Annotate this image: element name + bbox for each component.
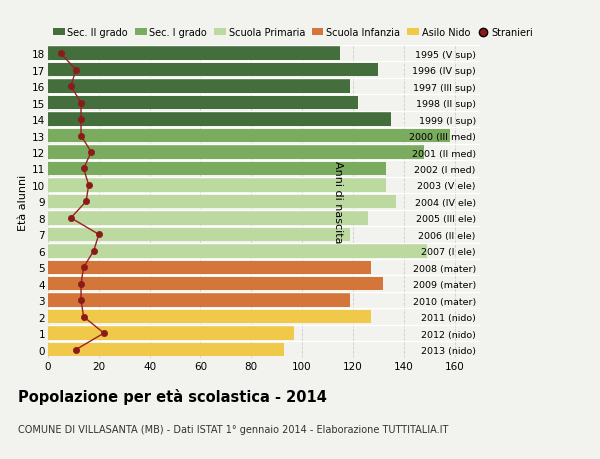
Bar	[48, 343, 284, 357]
Bar	[48, 261, 371, 274]
Bar	[48, 294, 350, 307]
Bar	[48, 97, 358, 110]
Bar	[48, 195, 396, 209]
Bar	[48, 212, 368, 225]
Bar	[48, 179, 386, 192]
Bar	[48, 327, 295, 340]
Bar	[48, 277, 383, 291]
Text: COMUNE DI VILLASANTA (MB) - Dati ISTAT 1° gennaio 2014 - Elaborazione TUTTITALIA: COMUNE DI VILLASANTA (MB) - Dati ISTAT 1…	[18, 425, 448, 435]
Bar	[48, 162, 386, 176]
Text: Popolazione per età scolastica - 2014: Popolazione per età scolastica - 2014	[18, 388, 327, 404]
Y-axis label: Anni di nascita: Anni di nascita	[332, 161, 343, 243]
Legend: Sec. II grado, Sec. I grado, Scuola Primaria, Scuola Infanzia, Asilo Nido, Stran: Sec. II grado, Sec. I grado, Scuola Prim…	[53, 28, 533, 38]
Bar	[48, 80, 350, 94]
Bar	[48, 47, 340, 61]
Y-axis label: Età alunni: Età alunni	[18, 174, 28, 230]
Bar	[48, 310, 371, 324]
Bar	[48, 64, 379, 77]
Bar	[48, 245, 427, 258]
Bar	[48, 113, 391, 127]
Bar	[48, 146, 424, 159]
Bar	[48, 129, 449, 143]
Bar	[48, 228, 350, 241]
